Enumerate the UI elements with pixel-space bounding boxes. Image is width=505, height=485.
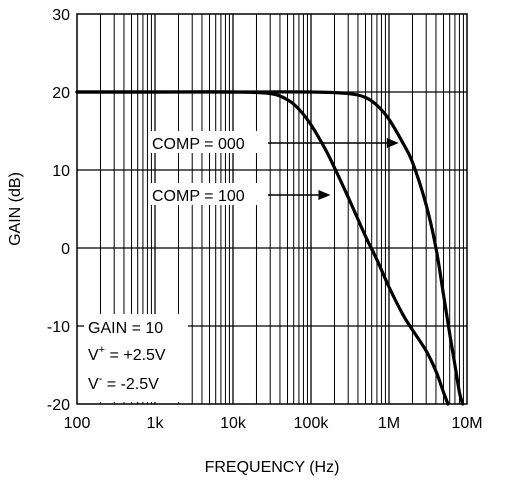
vplus-condition-label: V+ = +2.5V: [88, 344, 166, 364]
gain-condition-label: GAIN = 10: [88, 320, 163, 337]
vplus-superscript: +: [99, 344, 105, 356]
x-tick-label: 10k: [220, 415, 247, 432]
y-tick-label: 20: [52, 85, 70, 102]
vplus-value: = +2.5V: [105, 347, 166, 364]
conditions-block: GAIN = 10 V+ = +2.5V V- = -2.5V: [84, 314, 188, 402]
vminus-condition-label: V- = -2.5V: [88, 373, 159, 393]
series-lines: [75, 90, 465, 406]
series-line-0: [75, 90, 465, 406]
x-tick-label: 100: [64, 415, 91, 432]
annotation-label-background: [150, 183, 268, 205]
y-tick-label: 10: [52, 163, 70, 180]
grid-lines: [77, 14, 467, 404]
annotation-label: COMP = 000: [152, 136, 245, 153]
annotation-arrow-head: [318, 190, 331, 200]
vminus-value: = -2.5V: [102, 376, 159, 393]
series-line-1: [75, 90, 450, 406]
x-axis-title: FREQUENCY (Hz): [205, 459, 340, 476]
annotation-label: COMP = 100: [152, 188, 245, 205]
x-tick-label: 1k: [147, 415, 165, 432]
y-tick-label: 30: [52, 7, 70, 24]
vplus-prefix: V: [88, 347, 99, 364]
x-tick-label: 100k: [294, 415, 330, 432]
y-tick-label: -20: [47, 397, 70, 414]
y-tick-label: 0: [61, 241, 70, 258]
plot-frame: [76, 13, 468, 405]
annotation-label-background: [150, 131, 268, 153]
annotation-arrow-head: [386, 138, 399, 148]
y-tick-label: -10: [47, 319, 70, 336]
y-axis-title: GAIN (dB): [7, 172, 24, 246]
x-tick-label: 1M: [378, 415, 400, 432]
conditions-background: [84, 314, 188, 402]
x-tick-label: 10M: [451, 415, 482, 432]
vminus-superscript: -: [99, 373, 103, 385]
annotations: COMP = 000 COMP = 100: [150, 131, 399, 205]
vminus-prefix: V: [88, 376, 99, 393]
